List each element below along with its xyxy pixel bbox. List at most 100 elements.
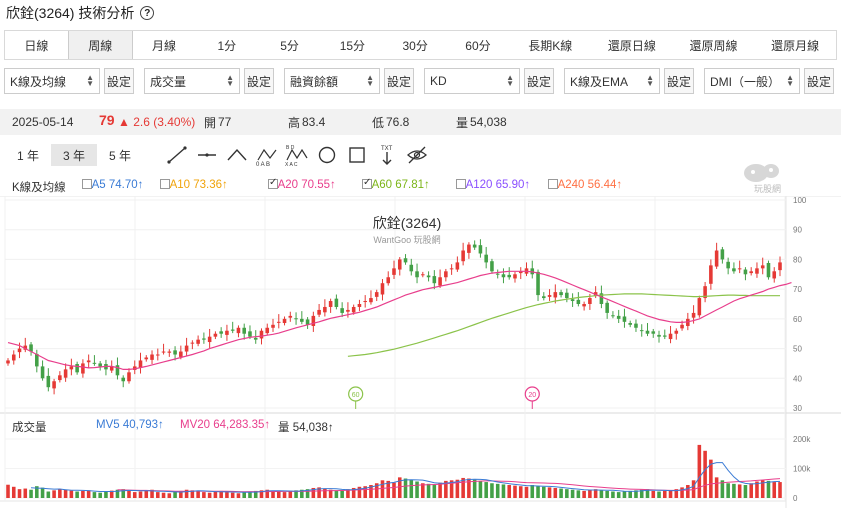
candle-body bbox=[282, 318, 287, 324]
tab-8[interactable]: 長期K線 bbox=[528, 38, 573, 53]
volume-bar bbox=[109, 490, 114, 498]
volume-bar bbox=[328, 489, 333, 498]
hline-icon[interactable] bbox=[195, 144, 219, 166]
hide-icon[interactable] bbox=[405, 144, 429, 166]
text-icon[interactable]: TXT bbox=[375, 144, 399, 166]
volume-bar bbox=[179, 490, 183, 498]
abc-pattern-icon[interactable]: 0 A B bbox=[255, 144, 279, 166]
candle-body bbox=[565, 292, 569, 299]
volume-bar bbox=[213, 491, 218, 498]
volume-bar bbox=[449, 480, 454, 498]
candle-body bbox=[726, 261, 730, 269]
tab-6[interactable]: 30分 bbox=[402, 38, 428, 53]
settings-button[interactable]: 設定 bbox=[104, 68, 134, 94]
indicator-select-0[interactable]: K線及均線 ▲ ▼ bbox=[4, 68, 100, 94]
candle-body bbox=[536, 271, 540, 296]
settings-button[interactable]: 設定 bbox=[524, 68, 554, 94]
line-icon[interactable] bbox=[165, 144, 189, 166]
candle-body bbox=[346, 309, 350, 312]
candle-body bbox=[553, 292, 558, 298]
candle-body bbox=[109, 366, 114, 371]
stock-chart[interactable]: 100 90 80 70 60 50 40 30 200k 100k 0 欣銓(3264) WantGo… bbox=[0, 196, 841, 508]
indicator-select-3[interactable]: KD ▲ ▼ bbox=[424, 68, 520, 94]
tab-2[interactable]: 月線 bbox=[151, 38, 176, 53]
tab-3[interactable]: 1分 bbox=[217, 38, 237, 53]
tab-0[interactable]: 日線 bbox=[24, 38, 49, 53]
volume-bar bbox=[167, 493, 172, 498]
candle-body bbox=[150, 354, 154, 360]
tab-1[interactable]: 周線 bbox=[67, 31, 133, 59]
period-tabs: 日線 周線 月線 1分 5分 15分 30分 60分 長期K線 還原日線 還原周線 還原月線 bbox=[4, 30, 837, 60]
candle-body bbox=[570, 299, 575, 302]
volume-bar bbox=[236, 493, 241, 498]
candle-body bbox=[115, 365, 120, 376]
price-tick-label: 70 bbox=[793, 285, 802, 294]
indicator-select-value: K線及EMA bbox=[570, 74, 629, 89]
ma-legend-item[interactable]: MA240 56.44↑ bbox=[548, 179, 622, 191]
tab-11[interactable]: 還原月線 bbox=[771, 38, 820, 53]
indicator-select-1[interactable]: 成交量 ▲ ▼ bbox=[144, 68, 240, 94]
circle-icon[interactable] bbox=[315, 144, 339, 166]
ma-legend-item[interactable]: MA10 73.36↑ bbox=[160, 179, 228, 191]
volume-bar bbox=[271, 490, 275, 498]
ma-legend-text: MA10 73.36↑ bbox=[160, 179, 228, 191]
help-icon[interactable]: ? bbox=[140, 6, 155, 20]
range-button-1[interactable]: 3 年 bbox=[51, 144, 97, 166]
volume-bar bbox=[415, 481, 419, 498]
ma-legend-item[interactable]: MA120 65.90↑ bbox=[456, 179, 530, 191]
candle-body bbox=[426, 275, 431, 278]
checkbox[interactable] bbox=[548, 179, 558, 189]
tab-5[interactable]: 15分 bbox=[339, 38, 366, 53]
xabcd-pattern-icon[interactable]: B D X A C bbox=[285, 144, 309, 166]
volume-bar bbox=[81, 490, 85, 498]
settings-button[interactable]: 設定 bbox=[804, 68, 834, 94]
candle-body bbox=[86, 360, 91, 363]
settings-button[interactable]: 設定 bbox=[244, 68, 274, 94]
checkbox[interactable] bbox=[160, 179, 170, 189]
indicator-select-4[interactable]: K線及EMA ▲ ▼ bbox=[564, 68, 660, 94]
polyline-icon[interactable] bbox=[225, 144, 249, 166]
range-button-2[interactable]: 5 年 bbox=[108, 148, 131, 163]
ma-legend-item[interactable]: MA5 74.70↑ bbox=[82, 179, 143, 191]
indicator-select-value: KD bbox=[430, 74, 447, 88]
candle-body bbox=[40, 366, 45, 379]
tab-9[interactable]: 還原日線 bbox=[607, 38, 656, 53]
candle-body bbox=[472, 244, 477, 248]
checkbox[interactable] bbox=[456, 179, 466, 189]
updown-arrow-icon: ▲ ▼ bbox=[646, 73, 654, 88]
candle-body bbox=[449, 268, 454, 270]
volume-bar bbox=[357, 486, 362, 498]
volume-tick-label: 100k bbox=[793, 465, 811, 474]
candle-body bbox=[455, 262, 460, 270]
volume-bar bbox=[639, 489, 644, 498]
ma-legend-item[interactable]: MA20 70.55↑ bbox=[268, 177, 336, 191]
settings-button[interactable]: 設定 bbox=[384, 68, 414, 94]
indicator-select-2[interactable]: 融資餘額 ▲ ▼ bbox=[284, 68, 380, 94]
volume-tick-label: 0 bbox=[793, 494, 798, 503]
settings-button[interactable]: 設定 bbox=[664, 68, 694, 94]
tab-7[interactable]: 60分 bbox=[465, 38, 491, 53]
candle-body bbox=[755, 268, 759, 274]
candle-body bbox=[144, 357, 149, 360]
mv5-line bbox=[30, 462, 781, 493]
volume-bar bbox=[351, 487, 356, 498]
tab-10[interactable]: 還原周線 bbox=[689, 38, 738, 53]
open-label: 開 bbox=[204, 115, 217, 130]
candle-body bbox=[253, 337, 258, 340]
range-button-0[interactable]: 1 年 bbox=[16, 148, 39, 163]
volume-tick-label: 200k bbox=[793, 435, 811, 444]
rectangle-icon[interactable] bbox=[345, 144, 369, 166]
checkbox[interactable] bbox=[268, 177, 278, 189]
volume-bar bbox=[536, 486, 540, 498]
ma-legend-item[interactable]: MA60 67.81↑ bbox=[362, 177, 430, 191]
candle-body bbox=[760, 265, 765, 269]
candle-body bbox=[52, 381, 56, 389]
candle-body bbox=[219, 331, 223, 334]
checkbox[interactable] bbox=[82, 179, 92, 189]
candle-body bbox=[616, 315, 621, 319]
tab-4[interactable]: 5分 bbox=[280, 38, 299, 53]
candle-body bbox=[328, 301, 333, 307]
volume-bar bbox=[230, 492, 235, 498]
checkbox[interactable] bbox=[362, 177, 372, 189]
indicator-select-5[interactable]: DMI（一般） ▲ ▼ bbox=[704, 68, 800, 94]
